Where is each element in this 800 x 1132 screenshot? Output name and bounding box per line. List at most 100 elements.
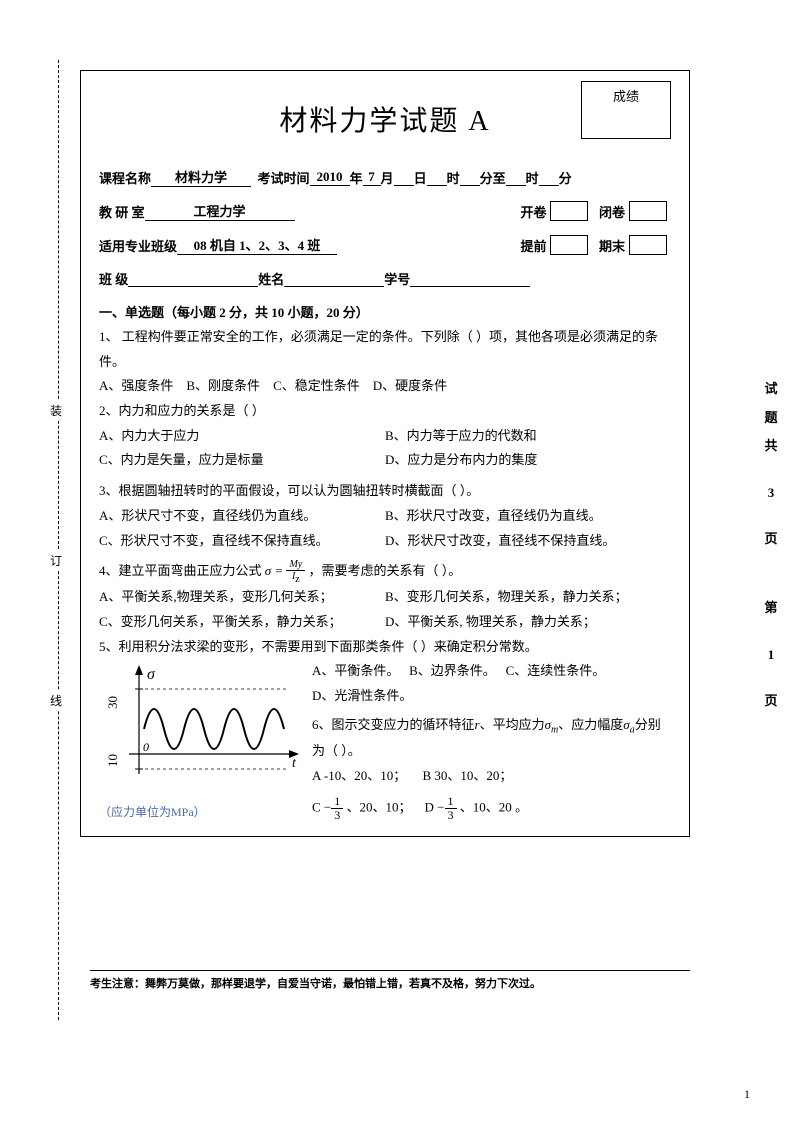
q4-b: B、变形几何关系，物理关系，静力关系；	[385, 585, 628, 610]
closed-label: 闭卷	[599, 202, 625, 221]
binding-line	[58, 60, 59, 1020]
day-blank	[394, 169, 414, 186]
q1-text: 1、 工程构件要正常安全的工作，必须满足一定的条件。下列除（ ）项，其他各项是必…	[99, 325, 671, 374]
q6-pre: 6、图示交变应力的循环特征	[312, 717, 475, 732]
meta-major-line: 适用专业班级 08 机自 1、2、3、4 班 提前 期末	[99, 235, 671, 255]
section1-title: 一、单选题（每小题 2 分，共 10 小题，20 分）	[99, 302, 671, 321]
min-blank	[460, 169, 480, 186]
grade-label: 成绩	[582, 82, 670, 105]
stress-chart: σ t 0 30 10 （应力单位为MPa）	[99, 659, 304, 822]
closed-checkbox[interactable]	[629, 201, 667, 221]
class-label: 班 级	[99, 269, 128, 288]
meta-student-line: 班 级 姓名 学号	[99, 269, 671, 288]
q4-post: ，需要考虑的关系有（ ）。	[308, 563, 461, 578]
side-l3: 共	[760, 432, 782, 461]
q2-opts: A、内力大于应力 B、内力等于应力的代数和 C、内力是矢量，应力是标量 D、应力…	[99, 424, 671, 473]
page-number: 1	[744, 1087, 750, 1102]
advance-checkbox[interactable]	[550, 235, 588, 255]
q5-b: B、边界条件。	[409, 663, 496, 678]
q5-a: A、平衡条件。	[312, 663, 399, 678]
title-row: 材料力学试题 A 成绩	[99, 99, 671, 139]
grade-box: 成绩	[581, 81, 671, 139]
q4-frac-den-sub: z	[295, 574, 299, 585]
q4-frac: My Iz	[286, 559, 305, 585]
chart-ytick-top: 30	[105, 696, 120, 709]
major-label: 适用专业班级	[99, 236, 177, 255]
year-value: 2010	[310, 169, 350, 186]
course-value: 材料力学	[151, 167, 251, 187]
q5q6-text-col: A、平衡条件。 B、边界条件。 C、连续性条件。 D、光滑性条件。 6、图示交变…	[312, 659, 671, 822]
q2-d: D、应力是分布内力的集度	[385, 448, 537, 473]
q2-text: 2、内力和应力的关系是（ ）	[99, 399, 671, 424]
name-blank[interactable]	[284, 270, 384, 287]
q1-opts: A、强度条件 B、刚度条件 C、稳定性条件 D、硬度条件	[99, 374, 671, 399]
hour-blank	[427, 169, 447, 186]
hour-suf: 时	[447, 168, 460, 187]
q3-c: C、形状尺寸不变，直径线不保持直线。	[99, 529, 385, 554]
dept-label: 教 研 室	[99, 202, 145, 221]
q4-frac-num: My	[286, 559, 305, 571]
class-blank[interactable]	[128, 270, 258, 287]
q1-b: B、刚度条件	[186, 378, 260, 393]
q6-d-num: 1	[445, 795, 457, 809]
examtime-label: 考试时间	[258, 168, 310, 187]
q6-d-pre: D	[425, 799, 438, 814]
open-checkbox[interactable]	[550, 201, 588, 221]
q3-a: A、形状尺寸不变，直径线仍为直线。	[99, 504, 385, 529]
q6-opts-ab: A -10、20、10； B 30、10、20；	[312, 764, 671, 789]
side-l6: 第	[760, 594, 782, 623]
final-checkbox[interactable]	[629, 235, 667, 255]
day-suf: 日	[414, 168, 427, 187]
q6-mid1: 、平均应力	[480, 717, 545, 732]
side-notes: 试 题 共 3 页 第 1 页	[760, 375, 782, 716]
hour2-blank	[506, 169, 526, 186]
q6-c-den: 3	[331, 809, 343, 822]
q6-c-num: 1	[331, 795, 343, 809]
side-l1: 试	[760, 375, 782, 404]
month-value: 7	[363, 169, 381, 186]
dept-value: 工程力学	[145, 201, 295, 221]
q4-c: C、变形几何关系，平衡关系，静力关系；	[99, 610, 385, 635]
q3-b: B、形状尺寸改变，直径线仍为直线。	[385, 504, 602, 529]
chart-zero: 0	[143, 740, 149, 754]
min-suf: 分至	[480, 168, 506, 187]
q5-text: 5、利用积分法求梁的变形，不需要用到下面那类条件（ ）来确定积分常数。	[99, 635, 671, 660]
q6-opts-cd: C −13 、20、10； D −13 、10、20 。	[312, 795, 671, 822]
q2-a: A、内力大于应力	[99, 424, 385, 449]
q4-d: D、平衡关系, 物理关系，静力关系；	[385, 610, 596, 635]
binding-label-zhuang: 装	[46, 400, 66, 421]
min2-suf: 分	[559, 168, 572, 187]
open-label: 开卷	[520, 202, 546, 221]
min2-blank	[539, 169, 559, 186]
q3-opts: A、形状尺寸不变，直径线仍为直线。 B、形状尺寸改变，直径线仍为直线。 C、形状…	[99, 504, 671, 553]
q6-line: 6、图示交变应力的循环特征r、平均应力σm、应力幅度σa分别为（ ）。	[312, 713, 671, 764]
exam-box: 材料力学试题 A 成绩 课程名称 材料力学 考试时间 2010 年 7 月 日 …	[80, 70, 690, 837]
q1-d: D、硬度条件	[373, 378, 447, 393]
side-l4: 3	[760, 479, 782, 508]
id-label: 学号	[384, 269, 410, 288]
side-l5: 页	[760, 525, 782, 554]
q6-c-pre: C	[312, 799, 324, 814]
q4-a: A、平衡关系,物理关系，变形几何关系；	[99, 585, 385, 610]
q5-c: C、连续性条件。	[506, 663, 606, 678]
q3-text: 3、根据圆轴扭转时的平面假设，可以认为圆轴扭转时横截面（ ）。	[99, 479, 671, 504]
q1-c: C、稳定性条件	[273, 378, 360, 393]
q6-mid2: 、应力幅度	[558, 717, 623, 732]
chart-note: （应力单位为MPa）	[99, 803, 304, 820]
q5-opts: A、平衡条件。 B、边界条件。 C、连续性条件。 D、光滑性条件。	[312, 659, 671, 708]
q6-c-neg: −	[324, 799, 331, 814]
hour2-suf: 时	[526, 168, 539, 187]
q6-d-den: 3	[445, 809, 457, 822]
side-l7: 1	[760, 641, 782, 670]
q5-d: D、光滑性条件。	[312, 688, 412, 703]
q6-d-frac: 13	[445, 795, 457, 822]
q6-d-neg: −	[437, 799, 444, 814]
q2-b: B、内力等于应力的代数和	[385, 424, 537, 449]
meta-course-line: 课程名称 材料力学 考试时间 2010 年 7 月 日 时 分至 时 分	[99, 167, 671, 187]
q6-c-post: 、20、10；	[347, 799, 412, 814]
id-blank[interactable]	[410, 270, 530, 287]
side-l8: 页	[760, 687, 782, 716]
binding-label-ding: 订	[46, 550, 66, 571]
q4-sigma: σ =	[265, 563, 283, 578]
name-label: 姓名	[258, 269, 284, 288]
